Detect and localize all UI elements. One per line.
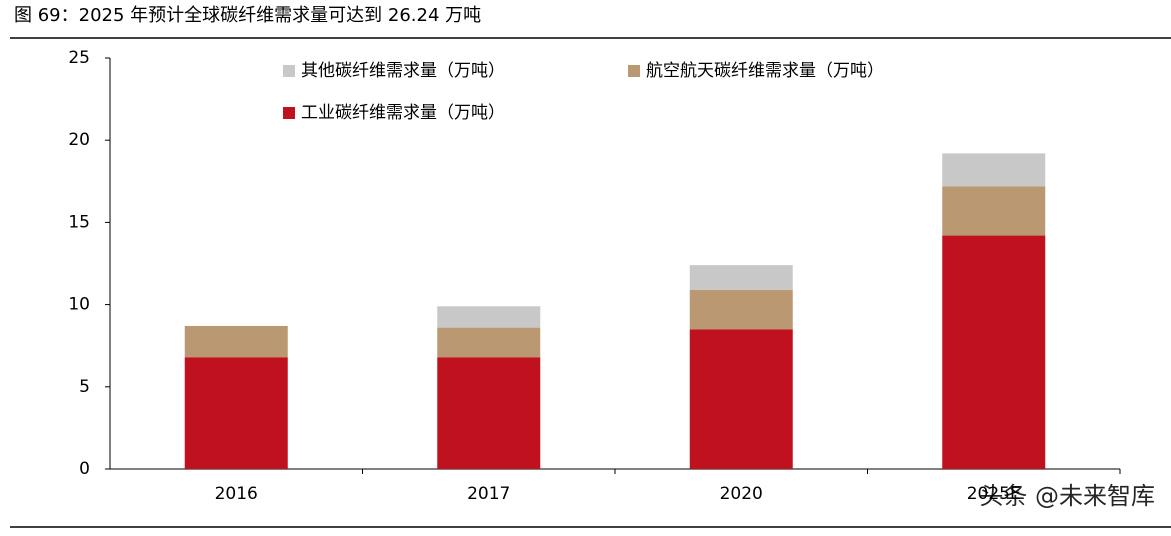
legend-swatch xyxy=(283,107,295,119)
bar-segment xyxy=(942,153,1046,187)
legend-swatch xyxy=(628,65,640,77)
y-tick-label: 25 xyxy=(68,48,90,68)
y-tick-label: 5 xyxy=(79,377,90,397)
x-tick-label: 2020 xyxy=(720,484,763,504)
watermark: 头条 @未来智库 xyxy=(979,482,1155,510)
legend-label: 其他碳纤维需求量（万吨） xyxy=(301,61,505,81)
x-tick-label: 2016 xyxy=(215,484,258,504)
x-tick-label: 2017 xyxy=(467,484,510,504)
legend-swatch xyxy=(283,65,295,77)
y-tick-label: 15 xyxy=(68,212,90,232)
y-tick-label: 0 xyxy=(79,459,90,479)
bar-segment xyxy=(689,329,793,469)
bar-segment xyxy=(942,186,1046,236)
bar-segment xyxy=(184,325,288,358)
legend-label: 工业碳纤维需求量（万吨） xyxy=(301,103,505,123)
chart-title: 图 69：2025 年预计全球碳纤维需求量可达到 26.24 万吨 xyxy=(14,5,481,26)
bar-segment xyxy=(437,357,541,469)
bar-segment xyxy=(184,357,288,469)
y-tick-label: 20 xyxy=(68,130,90,150)
x-tick-label: 2025E xyxy=(967,484,1021,504)
y-tick-label: 10 xyxy=(68,295,90,315)
bar-segment xyxy=(689,289,793,330)
legend-label: 航空航天碳纤维需求量（万吨） xyxy=(646,61,884,81)
bar-segment xyxy=(689,265,793,290)
bar-segment xyxy=(437,306,541,328)
bar-segment xyxy=(942,235,1046,469)
bar-segment xyxy=(437,327,541,358)
